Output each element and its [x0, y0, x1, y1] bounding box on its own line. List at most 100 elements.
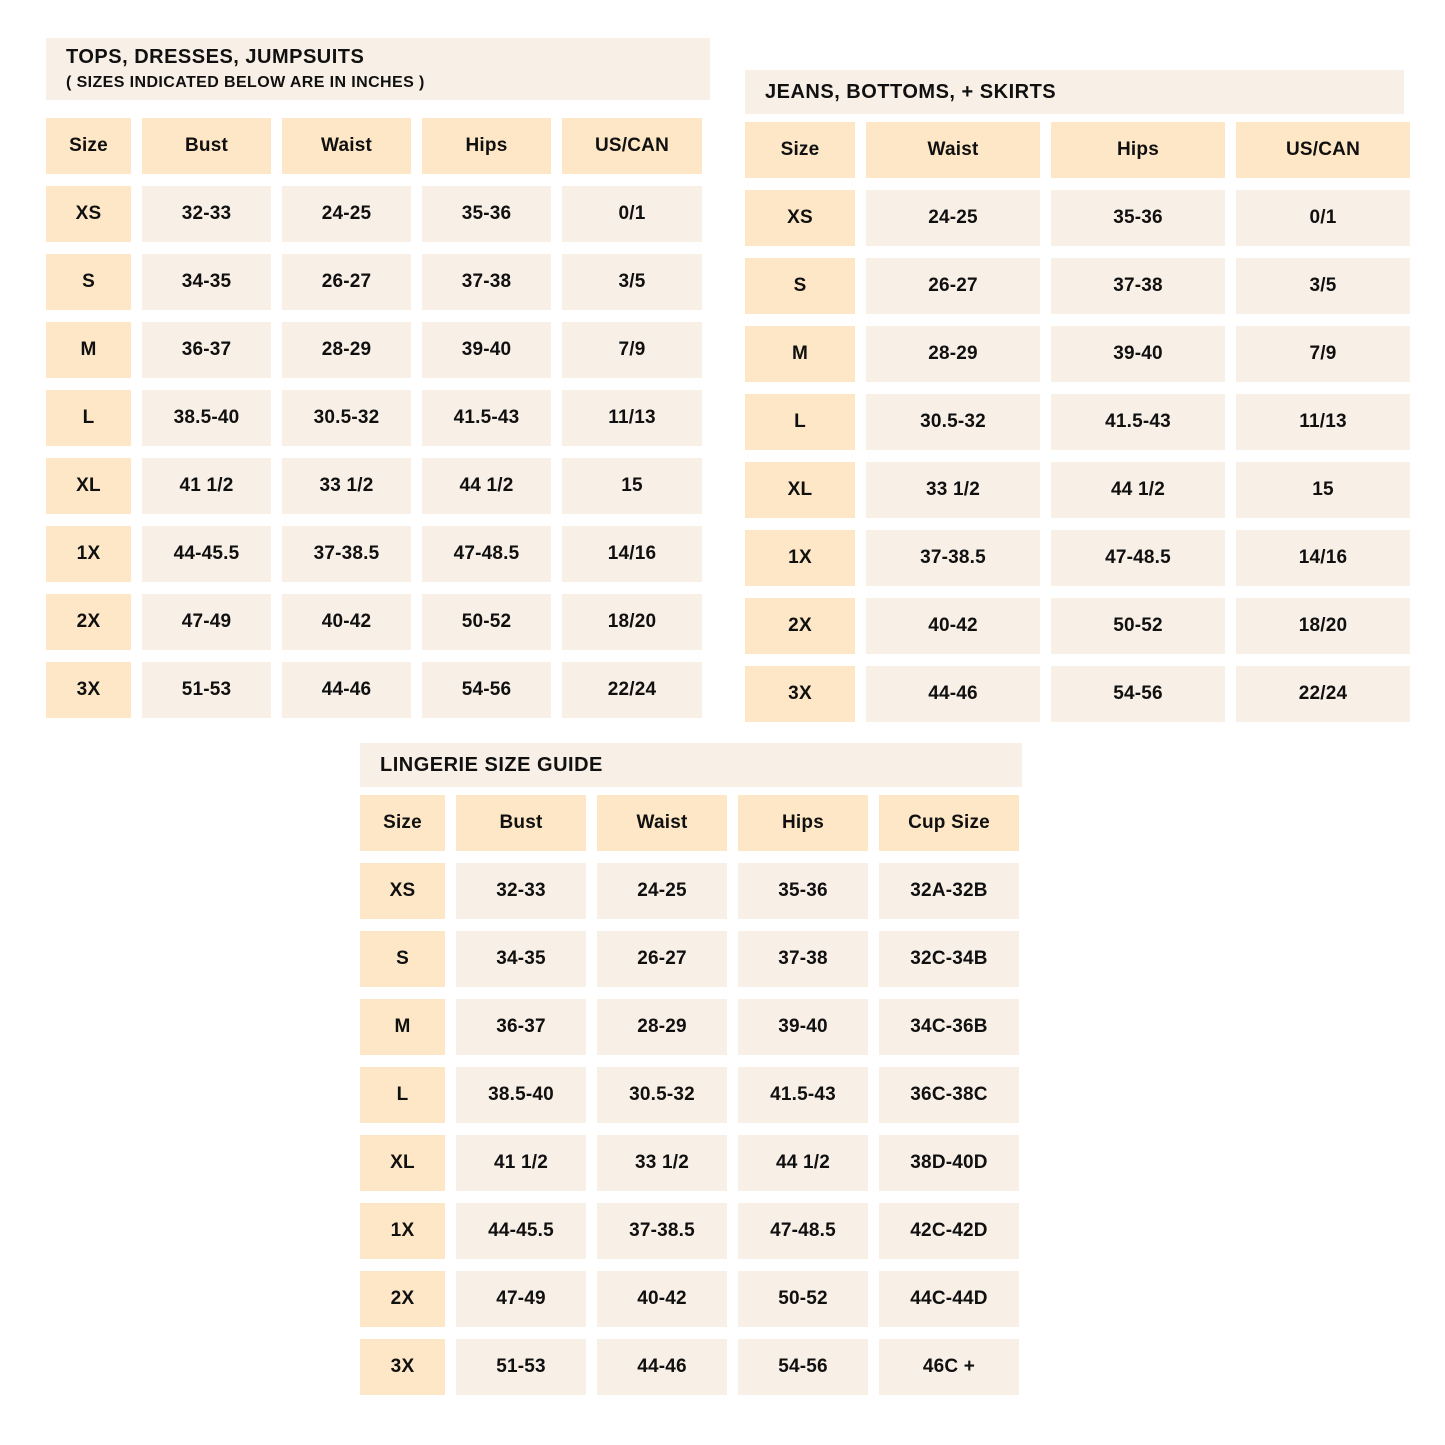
size-label-cell: 1X — [360, 1203, 445, 1259]
measurement-cell: 39-40 — [738, 999, 868, 1055]
size-label-cell: M — [46, 322, 131, 378]
measurement-cell: 26-27 — [282, 254, 411, 310]
size-label-cell: S — [745, 258, 855, 314]
measurement-cell: 24-25 — [282, 186, 411, 242]
column-header-waist: Waist — [282, 118, 411, 174]
measurement-cell: 11/13 — [562, 390, 702, 446]
measurement-cell: 14/16 — [562, 526, 702, 582]
measurement-cell: 18/20 — [1236, 598, 1410, 654]
measurement-cell: 30.5-32 — [282, 390, 411, 446]
measurement-cell: 18/20 — [562, 594, 702, 650]
size-label-cell: 2X — [360, 1271, 445, 1327]
measurement-cell: 22/24 — [562, 662, 702, 718]
size-label-cell: 3X — [46, 662, 131, 718]
measurement-cell: 35-36 — [738, 863, 868, 919]
measurement-cell: 38.5-40 — [456, 1067, 586, 1123]
measurement-cell: 44 1/2 — [422, 458, 551, 514]
measurement-cell: 37-38.5 — [282, 526, 411, 582]
size-label-cell: S — [360, 931, 445, 987]
measurement-cell: 24-25 — [866, 190, 1040, 246]
size-label-cell: S — [46, 254, 131, 310]
measurement-cell: 47-48.5 — [1051, 530, 1225, 586]
tops-table-banner: TOPS, DRESSES, JUMPSUITS ( SIZES INDICAT… — [46, 38, 710, 100]
measurement-cell: 32C-34B — [879, 931, 1019, 987]
measurement-cell: 54-56 — [1051, 666, 1225, 722]
column-header-size: Size — [46, 118, 131, 174]
column-header-us-can: US/CAN — [562, 118, 702, 174]
measurement-cell: 51-53 — [456, 1339, 586, 1395]
measurement-cell: 22/24 — [1236, 666, 1410, 722]
column-header-size: Size — [360, 795, 445, 851]
measurement-cell: 47-48.5 — [422, 526, 551, 582]
measurement-cell: 37-38.5 — [597, 1203, 727, 1259]
measurement-cell: 41.5-43 — [1051, 394, 1225, 450]
measurement-cell: 11/13 — [1236, 394, 1410, 450]
measurement-cell: 28-29 — [866, 326, 1040, 382]
measurement-cell: 37-38 — [738, 931, 868, 987]
measurement-cell: 44 1/2 — [1051, 462, 1225, 518]
measurement-cell: 3/5 — [562, 254, 702, 310]
measurement-cell: 32-33 — [142, 186, 271, 242]
measurement-cell: 36-37 — [456, 999, 586, 1055]
column-header-hips: Hips — [422, 118, 551, 174]
column-header-bust: Bust — [142, 118, 271, 174]
measurement-cell: 41.5-43 — [738, 1067, 868, 1123]
measurement-cell: 44-45.5 — [142, 526, 271, 582]
size-label-cell: 2X — [745, 598, 855, 654]
lingerie-size-table: Size Bust Waist Hips Cup Size XS 32-33 24-25 35-… — [360, 795, 1019, 1395]
measurement-cell: 30.5-32 — [866, 394, 1040, 450]
measurement-cell: 7/9 — [562, 322, 702, 378]
size-label-cell: 3X — [745, 666, 855, 722]
measurement-cell: 44-45.5 — [456, 1203, 586, 1259]
measurement-cell: 0/1 — [1236, 190, 1410, 246]
measurement-cell: 37-38.5 — [866, 530, 1040, 586]
tops-size-table: Size Bust Waist Hips US/CAN XS 32-33 24-25 35-36… — [46, 118, 702, 718]
measurement-cell: 28-29 — [282, 322, 411, 378]
measurement-cell: 26-27 — [866, 258, 1040, 314]
size-label-cell: XL — [745, 462, 855, 518]
measurement-cell: 36-37 — [142, 322, 271, 378]
measurement-cell: 36C-38C — [879, 1067, 1019, 1123]
measurement-cell: 47-49 — [142, 594, 271, 650]
measurement-cell: 44-46 — [866, 666, 1040, 722]
size-label-cell: XS — [46, 186, 131, 242]
size-label-cell: 3X — [360, 1339, 445, 1395]
size-label-cell: M — [745, 326, 855, 382]
measurement-cell: 40-42 — [597, 1271, 727, 1327]
jeans-size-table: Size Waist Hips US/CAN XS 24-25 35-36 0/1 S 26-27… — [745, 122, 1410, 722]
size-label-cell: 2X — [46, 594, 131, 650]
measurement-cell: 44-46 — [282, 662, 411, 718]
size-label-cell: XL — [46, 458, 131, 514]
measurement-cell: 15 — [1236, 462, 1410, 518]
measurement-cell: 28-29 — [597, 999, 727, 1055]
measurement-cell: 34-35 — [142, 254, 271, 310]
tops-table-title: TOPS, DRESSES, JUMPSUITS — [66, 45, 365, 68]
measurement-cell: 42C-42D — [879, 1203, 1019, 1259]
measurement-cell: 32A-32B — [879, 863, 1019, 919]
lingerie-table-title: LINGERIE SIZE GUIDE — [380, 753, 603, 776]
measurement-cell: 38D-40D — [879, 1135, 1019, 1191]
measurement-cell: 54-56 — [738, 1339, 868, 1395]
measurement-cell: 44-46 — [597, 1339, 727, 1395]
jeans-table-banner: JEANS, BOTTOMS, + SKIRTS — [745, 70, 1404, 114]
measurement-cell: 33 1/2 — [597, 1135, 727, 1191]
measurement-cell: 15 — [562, 458, 702, 514]
measurement-cell: 26-27 — [597, 931, 727, 987]
measurement-cell: 33 1/2 — [282, 458, 411, 514]
column-header-waist: Waist — [866, 122, 1040, 178]
measurement-cell: 47-48.5 — [738, 1203, 868, 1259]
tops-table-subtitle: ( SIZES INDICATED BELOW ARE IN INCHES ) — [66, 73, 425, 91]
measurement-cell: 34C-36B — [879, 999, 1019, 1055]
measurement-cell: 33 1/2 — [866, 462, 1040, 518]
column-header-us-can: US/CAN — [1236, 122, 1410, 178]
jeans-table-title: JEANS, BOTTOMS, + SKIRTS — [765, 80, 1057, 103]
measurement-cell: 50-52 — [1051, 598, 1225, 654]
measurement-cell: 46C + — [879, 1339, 1019, 1395]
measurement-cell: 50-52 — [422, 594, 551, 650]
size-label-cell: L — [745, 394, 855, 450]
lingerie-table-banner: LINGERIE SIZE GUIDE — [360, 743, 1022, 787]
measurement-cell: 41.5-43 — [422, 390, 551, 446]
measurement-cell: 44C-44D — [879, 1271, 1019, 1327]
measurement-cell: 30.5-32 — [597, 1067, 727, 1123]
